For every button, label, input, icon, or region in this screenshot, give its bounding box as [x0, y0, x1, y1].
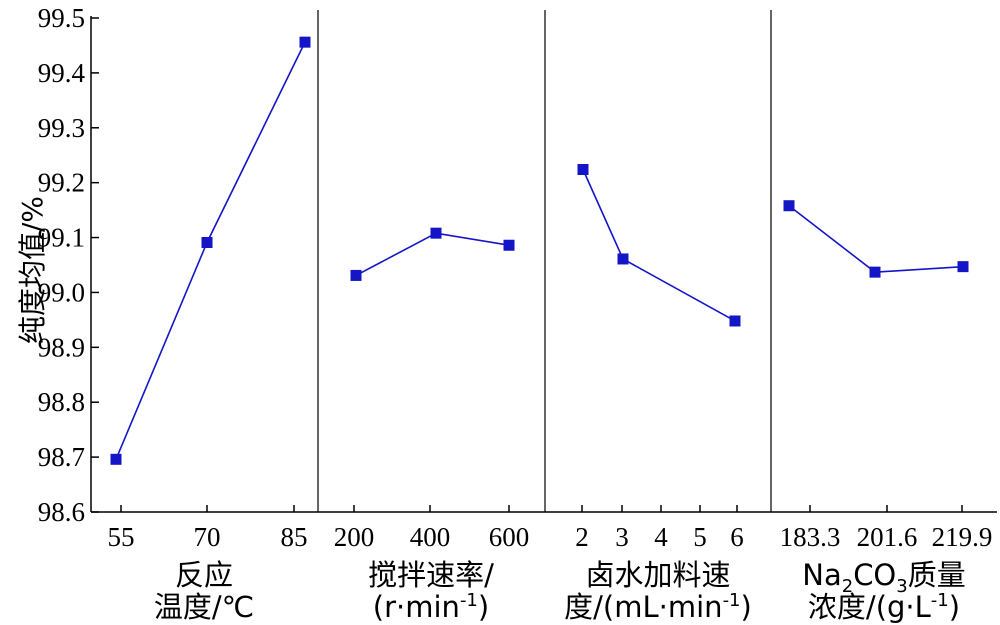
- panel-1-series: [110, 36, 311, 465]
- data-point-marker: [110, 453, 122, 465]
- panel-4-formula-co: CO: [853, 558, 896, 592]
- panel-2-xlabel-line-1: 搅拌速率/: [368, 558, 494, 592]
- series-line: [115, 41, 306, 460]
- data-point-marker: [729, 315, 741, 327]
- x-tick-label: 400: [410, 522, 451, 552]
- x-tick-label: 200: [334, 522, 375, 552]
- panel-2-xlabel-line-2: (r·min-1): [373, 590, 489, 624]
- panel-4-formula-na: Na: [802, 558, 841, 592]
- data-point-marker: [430, 227, 442, 239]
- y-tick-label: 99.0: [38, 277, 85, 307]
- x-tick-label: 5: [693, 522, 707, 552]
- panel-3-xlabel-line-2: 度/(mL·min-1): [564, 590, 752, 624]
- panel-3-unit-suffix: ): [741, 590, 752, 624]
- data-point-marker: [783, 200, 795, 212]
- y-tick-label: 98.7: [38, 442, 85, 472]
- panel-1-x-ticks: 55 70 85: [108, 505, 308, 552]
- panel-3-unit-prefix: 度/(mL·min: [564, 590, 722, 624]
- x-tick-label: 600: [489, 522, 530, 552]
- panel-4-unit-suffix: ): [949, 590, 960, 624]
- x-tick-label: 3: [615, 522, 629, 552]
- x-tick-label: 70: [194, 522, 221, 552]
- x-tick-label: 85: [281, 522, 308, 552]
- series-line: [788, 205, 964, 273]
- panel-4-formula-suffix: 质量: [908, 558, 966, 592]
- data-point-marker: [503, 239, 515, 251]
- panel-2-unit-exp: -1: [460, 590, 478, 611]
- panel-4-unit-exp: -1: [931, 590, 949, 611]
- data-point-marker: [869, 266, 881, 278]
- y-tick-label: 99.4: [38, 58, 86, 88]
- panel-4-xlabel-line-1: Na2CO3质量: [802, 558, 965, 597]
- x-tick-label: 55: [108, 522, 135, 552]
- data-point-marker: [201, 236, 213, 248]
- series-line: [582, 169, 736, 322]
- x-tick-label: 2: [575, 522, 589, 552]
- y-tick-label: 99.2: [38, 168, 85, 198]
- panel-2-unit-suffix: ): [478, 590, 489, 624]
- series-line: [355, 232, 510, 277]
- panel-3-series: [577, 163, 741, 327]
- y-tick-label: 99.3: [38, 113, 85, 143]
- panel-2-series: [350, 227, 515, 281]
- y-tick-label: 98.9: [38, 332, 85, 362]
- y-ticks: 98.6 98.7 98.8 98.9 99.0 99.1 99.2 99.3 99.4 99.5: [38, 3, 99, 527]
- y-tick-label: 98.6: [38, 497, 85, 527]
- panel-2-x-ticks: 200 400 600: [334, 505, 530, 552]
- y-axis-title: 纯度均值/%: [16, 196, 49, 344]
- x-tick-label: 6: [730, 522, 744, 552]
- panel-1-xlabel-line-2: 温度/℃: [154, 590, 254, 624]
- panel-4-x-ticks: 183.3 201.6 219.9: [780, 505, 993, 552]
- data-point-marker: [577, 163, 589, 175]
- panel-4-formula-sub-2: 2: [842, 576, 853, 597]
- panel-stirring-rate: 200 400 600 搅拌速率/ (r·min-1): [334, 227, 530, 624]
- x-tick-label: 219.9: [932, 522, 993, 552]
- y-tick-label: 99.1: [38, 223, 85, 253]
- data-point-marker: [350, 269, 362, 281]
- panel-4-xlabel-line-2: 浓度/(g·L-1): [808, 590, 960, 624]
- x-tick-label: 4: [654, 522, 668, 552]
- panel-na2co3-concentration: 183.3 201.6 219.9 Na2CO3质量 浓度/(g·L-1): [780, 200, 993, 624]
- panel-1-xlabel-line-1: 反应: [175, 558, 233, 592]
- panel-4-unit-prefix: 浓度/(g·L: [808, 590, 931, 624]
- y-tick-label: 99.5: [38, 3, 85, 33]
- panel-2-unit-prefix: (r·min: [373, 590, 460, 624]
- data-point-marker: [957, 261, 969, 273]
- panel-3-unit-exp: -1: [723, 590, 741, 611]
- panel-4-formula-sub-3: 3: [896, 576, 907, 597]
- data-point-marker: [299, 36, 311, 48]
- x-tick-label: 183.3: [780, 522, 841, 552]
- panel-reaction-temperature: 55 70 85 反应 温度/℃: [108, 36, 311, 624]
- data-point-marker: [617, 253, 629, 265]
- y-tick-label: 98.8: [38, 387, 85, 417]
- panel-4-series: [783, 200, 969, 278]
- x-tick-label: 201.6: [857, 522, 918, 552]
- panel-3-xlabel-line-1: 卤水加料速: [585, 558, 730, 592]
